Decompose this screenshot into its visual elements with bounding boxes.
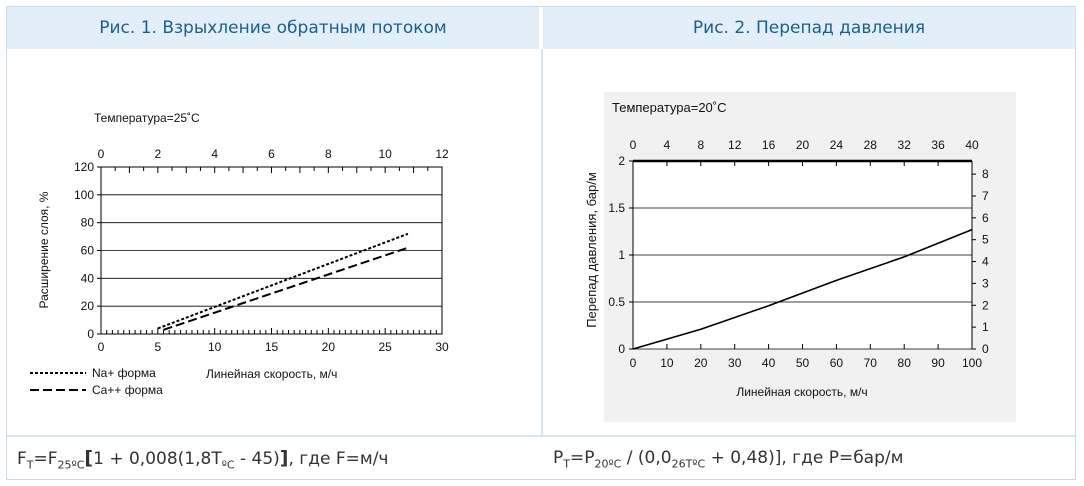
top-x-tick-label: 8 <box>325 147 332 161</box>
x-tick-label: 30 <box>435 340 449 354</box>
x-tick-label: 50 <box>796 356 810 370</box>
figure-2-header: Рис. 2. Перепад давления <box>543 7 1075 49</box>
row-divider <box>7 435 1075 437</box>
top-x-tick-label: 20 <box>796 138 810 152</box>
right-y-tick-label: 2 <box>982 298 989 312</box>
y-tick-label: 0.5 <box>608 295 625 309</box>
x-tick-label: 60 <box>830 356 844 370</box>
y-tick-label: 60 <box>81 244 95 258</box>
top-x-tick-label: 0 <box>630 138 637 152</box>
x-tick-label: 80 <box>898 356 912 370</box>
y-tick-label: 80 <box>81 216 95 230</box>
column-divider <box>541 49 543 437</box>
y-tick-label: 20 <box>81 299 95 313</box>
x-tick-label: 0 <box>98 340 105 354</box>
x-tick-label: 10 <box>208 340 222 354</box>
x-tick-label: 40 <box>762 356 776 370</box>
y-tick-label: 100 <box>74 188 94 202</box>
x-tick-label: 30 <box>728 356 742 370</box>
legend-label: Na+ форма <box>92 366 156 380</box>
x-tick-label: 5 <box>154 340 161 354</box>
formula-left: FT=F25ºC[1 + 0,008(1,8TºC - 45)], где F=… <box>17 447 389 472</box>
y-tick-label: 40 <box>81 271 95 285</box>
y-tick-label: 1 <box>618 248 625 262</box>
series-line-1 <box>632 228 973 350</box>
top-x-tick-label: 8 <box>697 138 704 152</box>
bed-expansion-chart: 0 20 40 60 80 100 120 0 5 10 15 20 25 30 0 2 4 6 8 10 12 Темп… <box>30 111 449 397</box>
y-tick-label: 120 <box>74 160 94 174</box>
right-y-tick-label: 1 <box>982 320 989 334</box>
top-x-tick-label: 12 <box>728 138 742 152</box>
right-y-tick-label: 6 <box>982 211 989 225</box>
right-y-tick-label: 3 <box>982 276 989 290</box>
x-tick-label: 15 <box>265 340 279 354</box>
y-tick-label: 2 <box>618 154 625 168</box>
right-y-tick-label: 8 <box>982 167 989 181</box>
right-y-tick-label: 0 <box>982 342 989 356</box>
x-tick-label: 0 <box>630 356 637 370</box>
chart-title: Температура=25˚C <box>94 111 200 125</box>
top-x-tick-label: 32 <box>898 138 912 152</box>
series-line-1 <box>157 232 409 330</box>
top-x-tick-label: 0 <box>98 147 105 161</box>
series-line-2 <box>163 246 409 331</box>
top-x-tick-label: 40 <box>965 138 979 152</box>
x-tick-label: 25 <box>378 340 392 354</box>
y-tick-label: 1.5 <box>608 201 625 215</box>
y-tick-label: 0 <box>618 342 625 356</box>
top-x-tick-label: 24 <box>830 138 844 152</box>
x-tick-label: 20 <box>694 356 708 370</box>
top-x-tick-label: 6 <box>268 147 275 161</box>
figures-table: Рис. 1. Взрыхление обратным потоком Рис.… <box>6 6 1076 480</box>
x-tick-label: 100 <box>962 356 982 370</box>
formula-right: PT=P20ºC / (0,026TºC + 0,48)], где P=бар… <box>553 448 904 471</box>
y-tick-label: 0 <box>87 327 94 341</box>
y-axis-label: Расширение слоя, % <box>37 191 51 308</box>
right-y-tick-label: 4 <box>982 255 989 269</box>
legend-label: Ca++ форма <box>92 383 163 397</box>
x-tick-label: 20 <box>322 340 336 354</box>
top-x-tick-label: 2 <box>154 147 161 161</box>
top-x-tick-label: 16 <box>762 138 776 152</box>
x-tick-label: 70 <box>864 356 878 370</box>
x-tick-label: 10 <box>660 356 674 370</box>
top-x-tick-label: 10 <box>378 147 392 161</box>
top-x-tick-label: 4 <box>211 147 218 161</box>
top-x-tick-label: 4 <box>664 138 671 152</box>
chart-title: Температура=20˚C <box>612 100 727 115</box>
top-x-tick-label: 12 <box>435 147 449 161</box>
x-axis-label: Линейная скорость, м/ч <box>736 385 867 399</box>
top-x-tick-label: 36 <box>931 138 945 152</box>
figure-1-header: Рис. 1. Взрыхление обратным потоком <box>7 7 541 49</box>
x-tick-label: 90 <box>931 356 945 370</box>
right-y-tick-label: 7 <box>982 189 989 203</box>
top-x-tick-label: 28 <box>864 138 878 152</box>
y-axis-label: Перепад давления, бар/м <box>584 172 599 328</box>
right-y-tick-label: 5 <box>982 233 989 247</box>
x-axis-label: Линейная скорость, м/ч <box>206 367 337 381</box>
